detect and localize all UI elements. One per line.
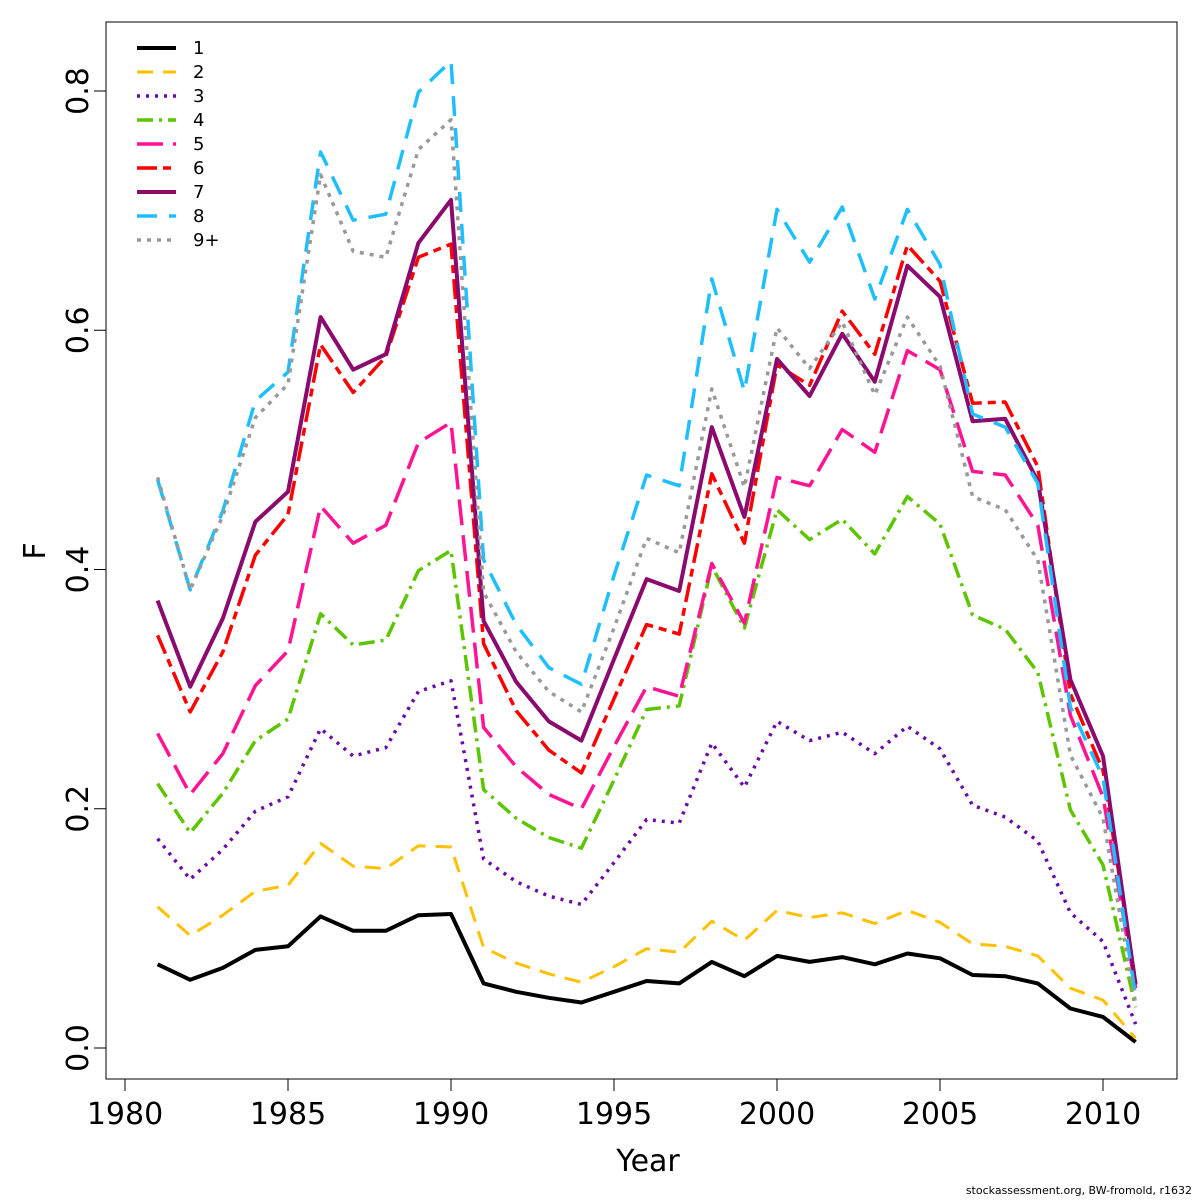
- legend-label: 2: [193, 62, 204, 83]
- x-tick-label: 1995: [576, 1097, 652, 1132]
- y-tick-label: 0.0: [61, 1024, 96, 1072]
- series-line-6: [155, 242, 1138, 983]
- legend-label: 9+: [193, 230, 220, 251]
- x-axis-title: Year: [615, 1144, 680, 1179]
- y-axis-title: F: [18, 542, 53, 559]
- series-line-4: [156, 494, 1138, 1008]
- y-tick-label: 0.4: [61, 546, 96, 594]
- series-layer: [155, 59, 1138, 1044]
- legend-label: 6: [193, 158, 204, 179]
- x-axis: 1980 1985 1990 1995 2000 2005 2010: [87, 1078, 1141, 1132]
- series-line-2: [156, 841, 1137, 1040]
- x-tick-label: 2000: [739, 1097, 815, 1132]
- legend-label: 5: [193, 134, 204, 155]
- series-line-1: [156, 912, 1137, 1044]
- legend-label: 3: [193, 86, 204, 107]
- series-line-8: [155, 59, 1138, 997]
- x-tick-label: 2010: [1065, 1097, 1141, 1132]
- y-axis: 0.0 0.2 0.4 0.6 0.8: [61, 67, 107, 1072]
- legend-label: 1: [193, 38, 204, 59]
- series-line-3: [156, 679, 1138, 1025]
- series-line-7: [155, 197, 1138, 985]
- y-tick-label: 0.8: [61, 67, 96, 115]
- legend-label: 4: [193, 110, 204, 131]
- series-line-9plus: [155, 117, 1138, 1005]
- legend-label: 7: [193, 182, 204, 203]
- y-tick-label: 0.6: [61, 306, 96, 354]
- y-tick-label: 0.2: [61, 785, 96, 833]
- x-tick-label: 1990: [413, 1097, 489, 1132]
- x-tick-label: 2005: [902, 1097, 978, 1132]
- x-tick-label: 1980: [87, 1097, 163, 1132]
- series-line-5: [156, 348, 1138, 989]
- x-tick-label: 1985: [250, 1097, 326, 1132]
- legend-label: 8: [193, 206, 204, 227]
- plot-frame: [105, 21, 1178, 1080]
- credit-text: stockassessment.org, BW-fromold, r1632: [965, 1184, 1192, 1197]
- legend: 1 2 3 4 5 6 7 8 9+: [137, 38, 220, 251]
